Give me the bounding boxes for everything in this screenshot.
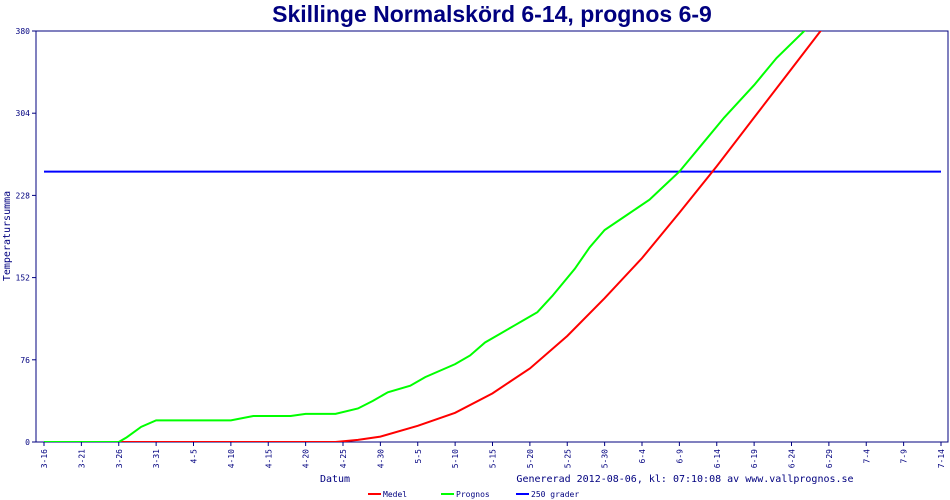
series-line-prognos: [44, 31, 806, 442]
legend-label: 250 grader: [531, 490, 579, 499]
x-tick-label: 4-5: [190, 449, 199, 464]
x-tick-label: 6-24: [788, 449, 797, 468]
y-tick-label: 304: [16, 109, 31, 118]
x-axis-label: Datum: [320, 474, 350, 485]
x-tick-label: 5-25: [563, 449, 572, 468]
x-tick-label: 4-20: [302, 449, 311, 468]
x-tick-label: 5-15: [489, 449, 498, 468]
plot-frame: [35, 30, 949, 443]
series-line-medel: [44, 31, 822, 442]
legend: Medel Prognos 250 grader: [368, 490, 579, 499]
x-tick-label: 4-10: [227, 449, 236, 468]
footer-text: Genererad 2012-08-06, kl: 07:10:08 av ww…: [516, 474, 853, 485]
x-tick-label: 6-29: [825, 449, 834, 468]
x-tick-label: 5-30: [601, 449, 610, 468]
x-tick-label: 5-10: [451, 449, 460, 468]
legend-label: Medel: [383, 490, 407, 499]
legend-label: Prognos: [456, 490, 490, 499]
x-tick-label: 6-19: [750, 449, 759, 468]
x-tick-label: 3-26: [115, 449, 124, 468]
x-tick-label: 4-30: [376, 449, 385, 468]
y-axis-label: Temperatursumma: [2, 191, 13, 281]
y-tick-label: 76: [20, 356, 30, 365]
x-tick-label: 5-20: [526, 449, 535, 468]
x-tick-label: 7-14: [937, 449, 946, 468]
x-tick-label: 7-9: [900, 449, 909, 464]
y-tick-label: 0: [25, 438, 30, 447]
x-tick-label: 4-25: [339, 449, 348, 468]
x-tick-label: 5-5: [414, 449, 423, 464]
x-tick-label: 3-31: [152, 449, 161, 468]
x-tick-label: 6-9: [675, 449, 684, 464]
x-tick-label: 4-15: [264, 449, 273, 468]
y-tick-label: 380: [16, 27, 31, 36]
x-tick-label: 3-16: [40, 449, 49, 468]
chart-title: Skillinge Normalskörd 6-14, prognos 6-9: [272, 1, 712, 27]
x-tick-label: 6-14: [713, 449, 722, 468]
x-tick-label: 7-4: [862, 449, 871, 464]
y-tick-label: 228: [16, 191, 31, 200]
x-tick-label: 3-21: [77, 449, 86, 468]
x-tick-label: 6-4: [638, 449, 647, 464]
y-tick-label: 152: [16, 274, 31, 283]
